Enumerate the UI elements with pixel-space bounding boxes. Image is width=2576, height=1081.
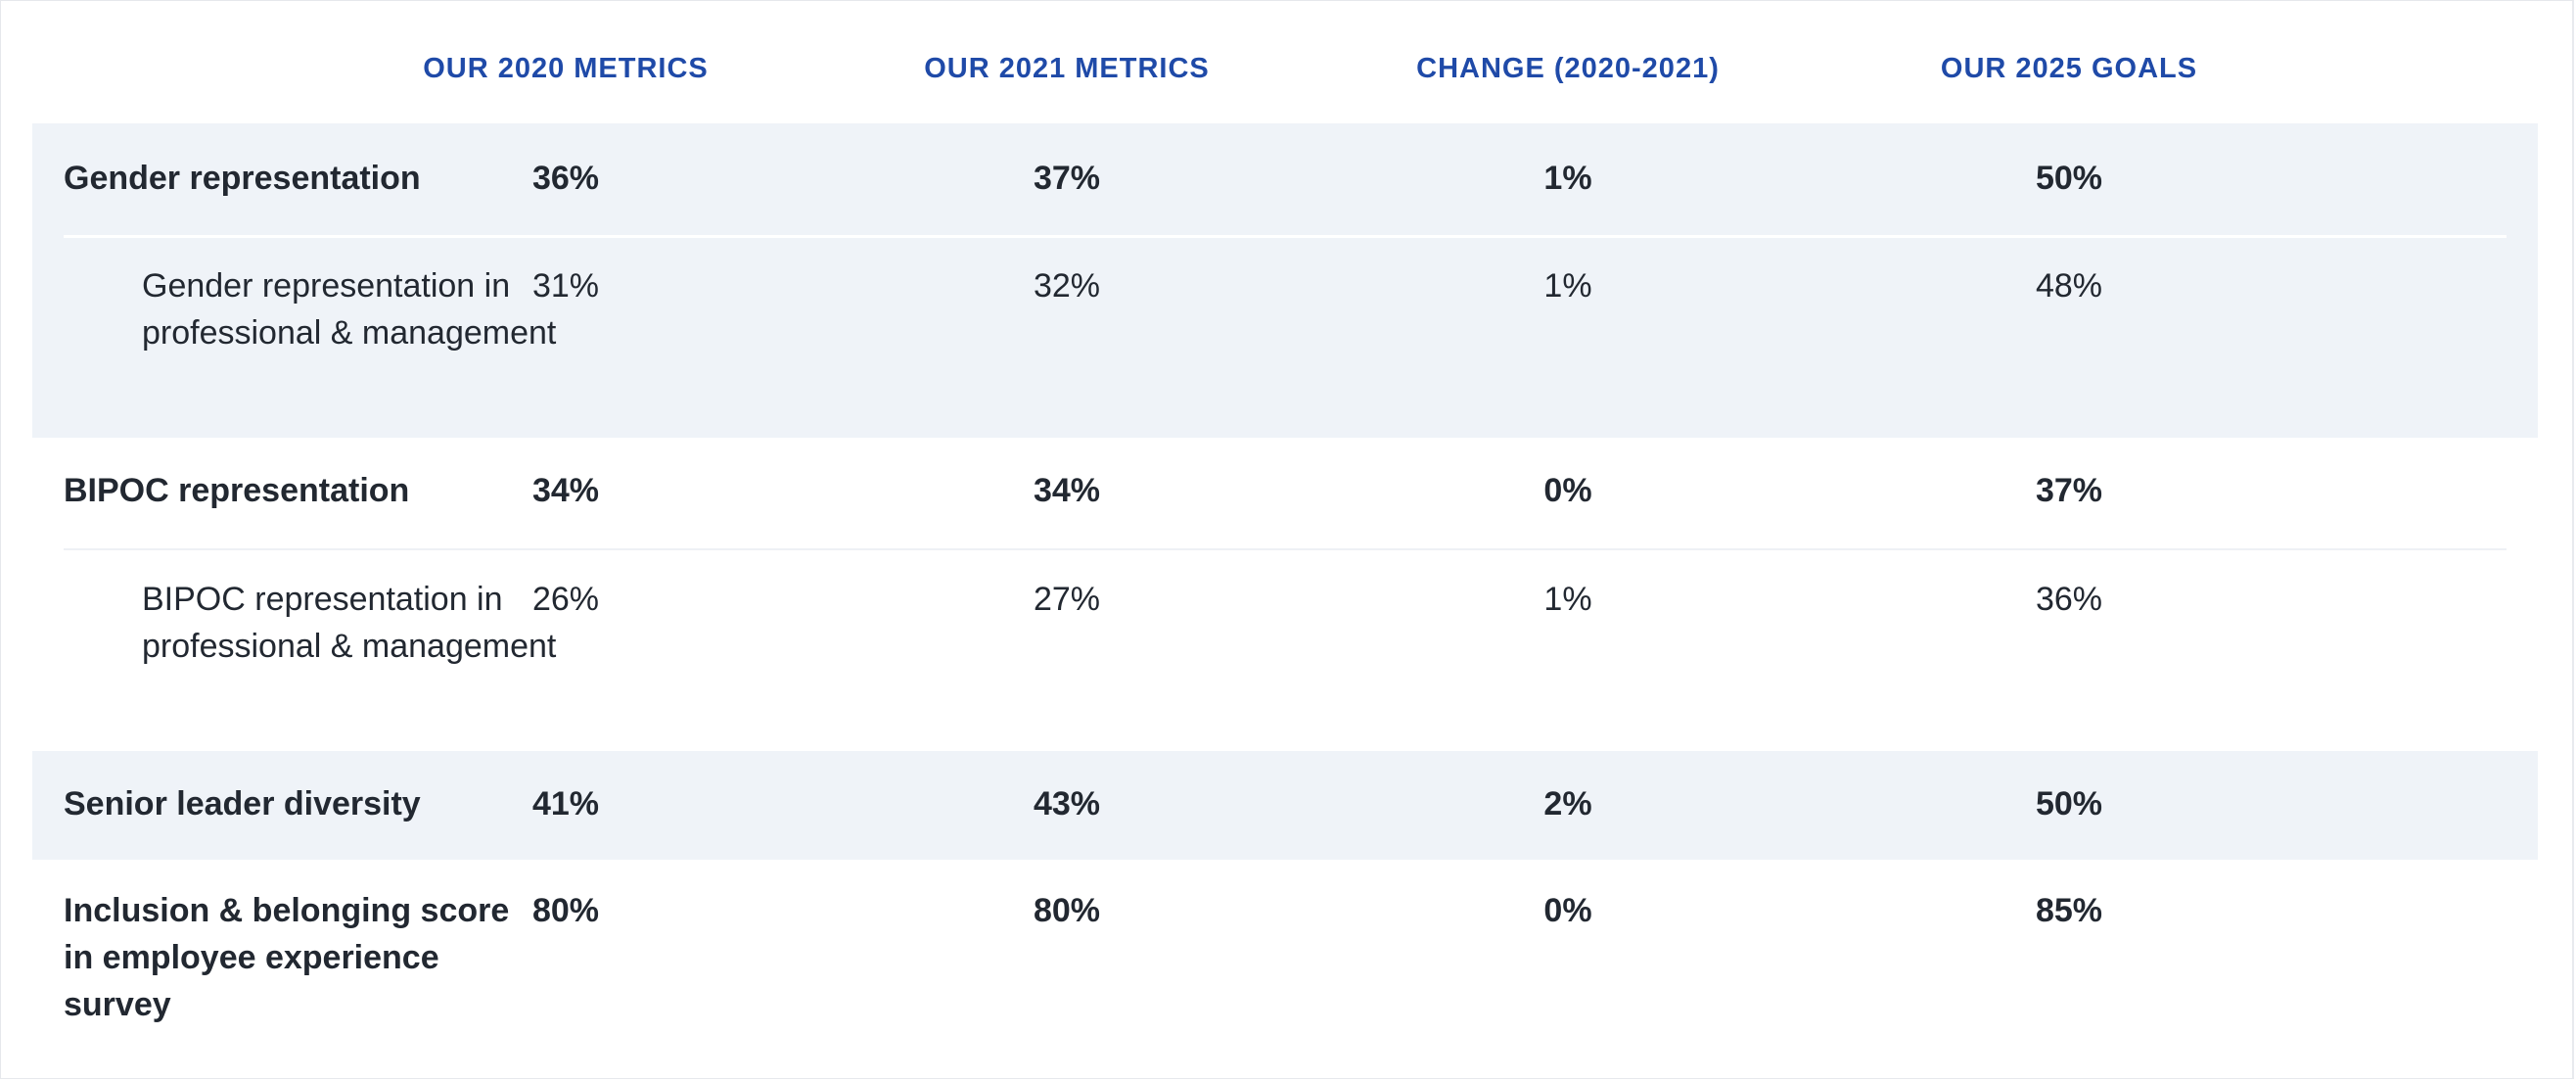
inclusion-group: Inclusion & belonging score in employee … <box>32 860 2538 1056</box>
table-row-inclusion: Inclusion & belonging score in employee … <box>32 860 2538 1056</box>
bipoc-change-value: 0% <box>1543 472 1592 509</box>
gender-2021-value: 37% <box>1033 160 1101 197</box>
row-label-bipoc-professional: BIPOC representation in professional & m… <box>142 581 557 665</box>
bipoc-2021-value: 34% <box>1033 472 1101 509</box>
diversity-metrics-table: OUR 2020 METRICS OUR 2021 METRICS CHANGE… <box>32 0 2538 1056</box>
gender-professional-change-value: 1% <box>1543 267 1592 305</box>
bipoc-professional-goal-value: 36% <box>2035 581 2103 618</box>
senior-group: Senior leader diversity 41% 43% 2% 50% <box>32 751 2538 860</box>
gender-group: Gender representation 36% 37% 1% 50% Gen… <box>32 123 2538 438</box>
senior-change-value: 2% <box>1543 785 1592 822</box>
table-row-senior-leader: Senior leader diversity 41% 43% 2% 50% <box>32 751 2538 860</box>
column-header-2025-goals: OUR 2025 GOALS <box>1940 53 2198 84</box>
table-row-gender: Gender representation 36% 37% 1% 50% <box>32 123 2538 235</box>
inclusion-goal-value: 85% <box>2035 892 2103 929</box>
column-header-2020: OUR 2020 METRICS <box>423 53 709 84</box>
column-header-2021: OUR 2021 METRICS <box>924 53 1210 84</box>
bipoc-group: BIPOC representation 34% 34% 0% 37% BIPO… <box>32 438 2538 751</box>
bipoc-professional-2020-value: 26% <box>531 581 600 618</box>
table-row-bipoc: BIPOC representation 34% 34% 0% 37% <box>32 438 2538 548</box>
inclusion-change-value: 0% <box>1543 892 1592 929</box>
senior-goal-value: 50% <box>2035 785 2103 822</box>
gender-2020-value: 36% <box>531 160 600 197</box>
row-label-senior-leader: Senior leader diversity <box>64 785 421 822</box>
table-header-row: OUR 2020 METRICS OUR 2021 METRICS CHANGE… <box>32 0 2538 123</box>
row-label-inclusion: Inclusion & belonging score in employee … <box>64 892 510 1023</box>
bipoc-goal-value: 37% <box>2035 472 2103 509</box>
gender-professional-2021-value: 32% <box>1033 267 1101 305</box>
bipoc-2020-value: 34% <box>531 472 600 509</box>
inclusion-2020-value: 80% <box>531 892 600 929</box>
senior-2021-value: 43% <box>1033 785 1101 822</box>
gender-change-value: 1% <box>1543 160 1592 197</box>
senior-2020-value: 41% <box>531 785 600 822</box>
bipoc-professional-2021-value: 27% <box>1033 581 1101 618</box>
gender-professional-2020-value: 31% <box>531 267 600 305</box>
bipoc-professional-change-value: 1% <box>1543 581 1592 618</box>
column-header-change: CHANGE (2020-2021) <box>1416 53 1720 84</box>
gender-professional-goal-value: 48% <box>2035 267 2103 305</box>
row-label-bipoc: BIPOC representation <box>64 472 410 509</box>
inclusion-2021-value: 80% <box>1033 892 1101 929</box>
table-row-bipoc-professional: BIPOC representation in professional & m… <box>32 548 2538 751</box>
row-label-gender-professional: Gender representation in professional & … <box>142 267 557 352</box>
row-label-gender: Gender representation <box>64 160 421 197</box>
gender-goal-value: 50% <box>2035 160 2103 197</box>
table-row-gender-professional: Gender representation in professional & … <box>32 235 2538 438</box>
